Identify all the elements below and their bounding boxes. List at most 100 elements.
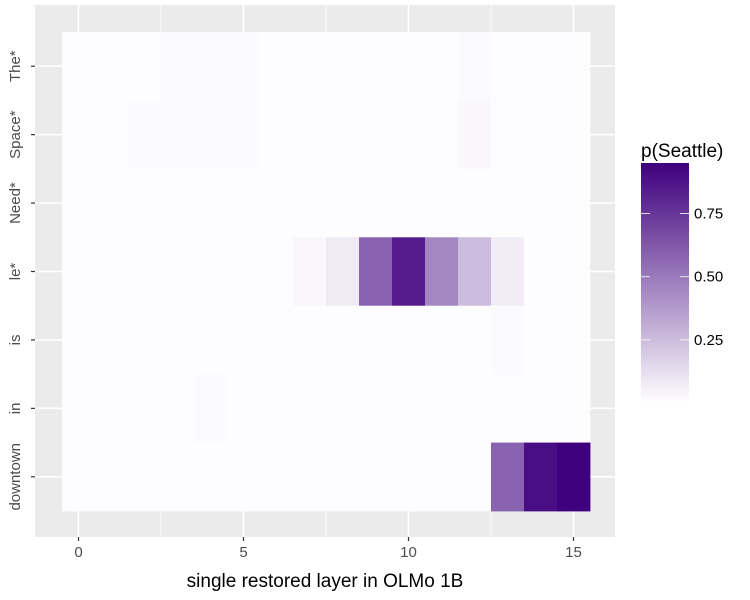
heatmap-cell	[491, 374, 525, 443]
x-tick-label: 0	[74, 544, 82, 561]
heatmap-cell	[161, 305, 195, 375]
heatmap-cell	[326, 237, 360, 307]
x-axis-ticks: 0 5 10 15	[74, 537, 582, 561]
heatmap-cell	[425, 374, 459, 443]
legend-tick-label: 0.75	[694, 206, 723, 223]
y-tick-label: Space*	[7, 110, 24, 159]
y-tick-label: Need*	[7, 182, 24, 224]
heatmap-cell	[425, 237, 459, 307]
heatmap-cell	[260, 305, 294, 375]
heatmap-cell	[194, 168, 228, 238]
y-tick-label: in	[7, 403, 24, 415]
heatmap-cell	[161, 442, 195, 512]
heatmap-cell	[392, 305, 426, 375]
heatmap-cell	[161, 237, 195, 307]
y-tick-label: downtown	[7, 443, 24, 511]
heatmap-cell	[95, 168, 129, 238]
heatmap-cell	[491, 305, 525, 375]
heatmap-cell	[128, 374, 162, 443]
heatmap-cell	[161, 374, 195, 443]
heatmap-cell	[359, 168, 393, 238]
heatmap-cell	[524, 100, 558, 170]
heatmap-cell	[557, 168, 591, 238]
heatmap-cell	[458, 168, 492, 238]
heatmap-cell	[95, 100, 129, 170]
heatmap-cell	[491, 100, 525, 170]
heatmap-cell	[227, 168, 261, 238]
x-tick-label: 10	[400, 544, 417, 561]
heatmap-cell	[359, 305, 393, 375]
heatmap-cell	[194, 374, 228, 443]
heatmap-cell	[128, 237, 162, 307]
heatmap-cell	[128, 100, 162, 170]
x-tick-label: 15	[565, 544, 582, 561]
heatmap-cell	[458, 305, 492, 375]
heatmap-cell	[62, 237, 96, 307]
heatmap-cell	[491, 442, 525, 512]
heatmap-cell	[227, 305, 261, 375]
heatmap-cell	[161, 168, 195, 238]
legend-ticks: 0.25 0.50 0.75	[641, 206, 723, 349]
heatmap-cell	[524, 374, 558, 443]
heatmap-cell	[524, 168, 558, 238]
heatmap-cell	[491, 32, 525, 101]
x-tick-label: 5	[239, 544, 247, 561]
heatmap-cell	[425, 305, 459, 375]
heatmap-cell	[227, 374, 261, 443]
heatmap-cell	[326, 305, 360, 375]
heatmap-cell	[359, 237, 393, 307]
heatmap-cell	[293, 168, 327, 238]
heatmap-cell	[557, 32, 591, 101]
heatmap-cell	[359, 100, 393, 170]
heatmap-cell	[557, 237, 591, 307]
heatmap-cell	[392, 32, 426, 101]
legend-tick-label: 0.50	[694, 269, 723, 286]
heatmap-cell	[359, 442, 393, 512]
heatmap-cell	[458, 374, 492, 443]
heatmap-cell	[524, 305, 558, 375]
heatmap-cell	[161, 32, 195, 101]
heatmap-cell	[128, 32, 162, 101]
heatmap-cell	[128, 305, 162, 375]
heatmap-cell	[128, 442, 162, 512]
heatmap-cell	[392, 237, 426, 307]
heatmap-cell	[227, 237, 261, 307]
y-tick-label: is	[7, 335, 24, 346]
heatmap-cell	[293, 305, 327, 375]
heatmap-cell	[260, 374, 294, 443]
heatmap-cell	[359, 32, 393, 101]
y-tick-label: le*	[7, 263, 24, 281]
heatmap-cell	[557, 374, 591, 443]
heatmap-cell	[194, 305, 228, 375]
heatmap-cell	[95, 442, 129, 512]
legend-colorbar	[641, 163, 689, 403]
heatmap-cell	[260, 168, 294, 238]
heatmap-cell	[326, 442, 360, 512]
heatmap-cell	[458, 237, 492, 307]
heatmap-cell	[62, 442, 96, 512]
heatmap-cell	[359, 374, 393, 443]
heatmap-cell	[62, 374, 96, 443]
heatmap-cell	[425, 32, 459, 101]
heatmap-cell	[491, 237, 525, 307]
heatmap-cell	[161, 100, 195, 170]
heatmap-cell	[458, 442, 492, 512]
heatmap-cell	[227, 32, 261, 101]
heatmap-cell	[491, 168, 525, 238]
heatmap-cell	[425, 168, 459, 238]
heatmap-cell	[392, 374, 426, 443]
heatmap-cell	[326, 32, 360, 101]
heatmap-cell	[458, 32, 492, 101]
heatmap-cell	[227, 100, 261, 170]
y-tick-label: The*	[7, 50, 24, 82]
heatmap-cell	[62, 32, 96, 101]
heatmap-cell	[194, 32, 228, 101]
heatmap-cell	[62, 100, 96, 170]
heatmap-cell	[557, 442, 591, 512]
heatmap-cell	[260, 442, 294, 512]
heatmap-cell	[425, 442, 459, 512]
heatmap-cell	[194, 442, 228, 512]
heatmap-cell	[293, 32, 327, 101]
heatmap-cell	[62, 168, 96, 238]
